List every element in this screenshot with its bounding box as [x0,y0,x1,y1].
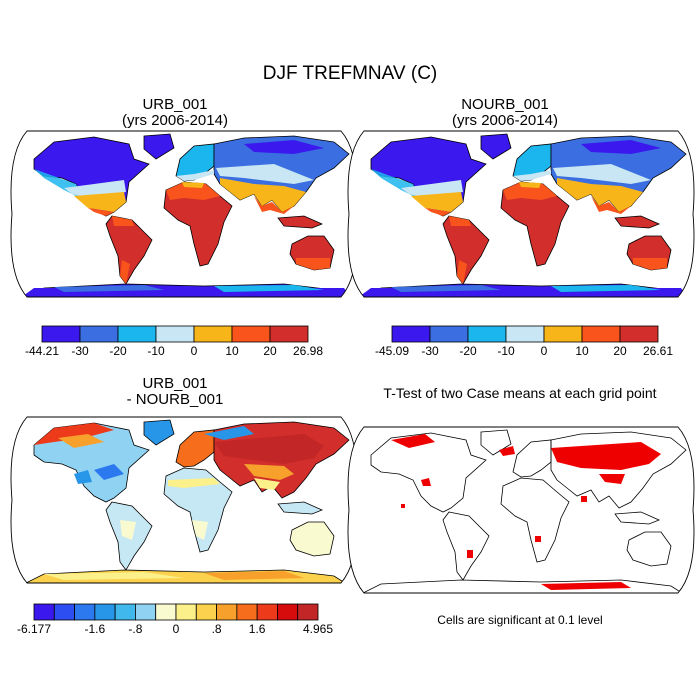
colorbar-urb-tick-label: -20 [109,344,127,358]
colorbar-urb-tick-label: 26.98 [293,344,323,358]
panel-1-title-line1: URB_001 [142,96,208,113]
colorbar-urb-tick-label: -10 [147,344,165,358]
colorbar-nourb: -45.09 -30 -20 -10 0 10 20 26.61 [375,325,673,358]
colorbar-difference-swatch [277,603,299,621]
panel-3-title-line1: URB_001 [142,375,208,392]
colorbar-nourb-tick-label: -30 [421,344,439,358]
significant-region-africa [535,536,541,542]
colorbar-urb-tick-label: -44.21 [25,344,59,358]
significant-region-china [599,474,625,484]
colorbar-difference-swatch [33,603,55,621]
colorbar-nourb-tick-label: 20 [613,344,627,358]
colorbar-difference-swatch [53,603,75,621]
colorbar-difference-swatch [135,603,157,621]
colorbar-urb-swatch [41,325,81,343]
significant-region-south-america [467,550,473,558]
colorbar-difference-swatch [236,603,258,621]
colorbar-nourb-tick-label: -10 [497,344,515,358]
colorbar-nourb-swatch [429,325,469,343]
panel-3-title-line2: - NOURB_001 [126,391,224,408]
colorbar-urb-tick-label: 0 [191,344,198,358]
significant-region-antarctica [541,582,631,590]
colorbar-urb-tick-label: 20 [263,344,277,358]
colorbar-urb-tick-label: -30 [71,344,89,358]
significant-region-canada [391,434,435,448]
colorbar-difference-swatch [216,603,238,621]
colorbar-difference-tick-label: .8 [212,622,222,636]
panel-2-title: NOURB_001 (yrs 2006-2014) [360,97,650,129]
colorbar-urb-swatch [231,325,271,343]
colorbar-nourb-tick-label: 0 [541,344,548,358]
colorbar-difference-swatch [297,603,319,621]
significant-region-us [421,478,431,486]
colorbar-difference-swatch [74,603,96,621]
colorbar-difference-tick-label: -.8 [128,622,142,636]
colorbar-nourb-tick-label: -45.09 [375,344,409,358]
panel-2-title-line2: (yrs 2006-2014) [452,112,558,129]
colorbar-difference-tick-label: -6.177 [17,622,51,636]
significance-note: Cells are significant at 0.1 level [437,613,603,627]
colorbar-urb-swatch [117,325,157,343]
colorbar-difference-tick-label: -1.6 [85,622,106,636]
colorbar-urb-swatch [269,325,309,343]
colorbar-nourb-swatch [581,325,621,343]
map-panel-difference [10,416,358,584]
colorbar-difference-tick-label: 4.965 [303,622,333,636]
colorbar-difference: -6.177 -1.6 -.8 0 .8 1.6 4.965 [17,603,333,636]
colorbar-difference-swatch [155,603,177,621]
significant-region-north-atlantic [499,446,515,456]
significant-region-asia [551,442,661,470]
colorbar-difference-tick-label: 0 [173,622,180,636]
panel-1-title: URB_001 (yrs 2006-2014) [30,97,320,129]
colorbar-nourb-tick-label: 26.61 [643,344,673,358]
colorbar-urb-tick-label: 10 [225,344,239,358]
colorbar-urb: -44.21 -30 -20 -10 0 10 20 26.98 [25,325,323,358]
colorbar-nourb-swatch [467,325,507,343]
colorbar-nourb-tick-label: -20 [459,344,477,358]
map-panel-ttest [347,426,695,594]
colorbar-nourb-swatch [619,325,659,343]
colorbar-difference-swatch [175,603,197,621]
colorbar-urb-swatch [193,325,233,343]
colorbar-difference-swatch [114,603,136,621]
colorbar-nourb-tick-label: 10 [575,344,589,358]
colorbar-nourb-swatch [391,325,431,343]
colorbar-urb-swatch [155,325,195,343]
colorbar-difference-swatch [256,603,278,621]
colorbar-nourb-swatch [543,325,583,343]
panel-4-title: T-Test of two Case means at each grid po… [383,385,657,401]
panel-2-title-line1: NOURB_001 [461,96,549,113]
panel-3-title: URB_001 - NOURB_001 [30,376,320,408]
main-title: DJF TREFMNAV (C) [262,63,438,84]
significant-region-mexico [401,504,405,508]
panel-1-title-line2: (yrs 2006-2014) [122,112,228,129]
colorbar-difference-swatch [94,603,116,621]
colorbar-nourb-swatch [505,325,545,343]
significant-region-india [581,496,587,502]
map-panel-urb [11,131,357,304]
colorbar-urb-swatch [79,325,119,343]
colorbar-difference-tick-label: 1.6 [249,622,266,636]
colorbar-difference-swatch [195,603,217,621]
map-panel-nourb [348,131,694,304]
